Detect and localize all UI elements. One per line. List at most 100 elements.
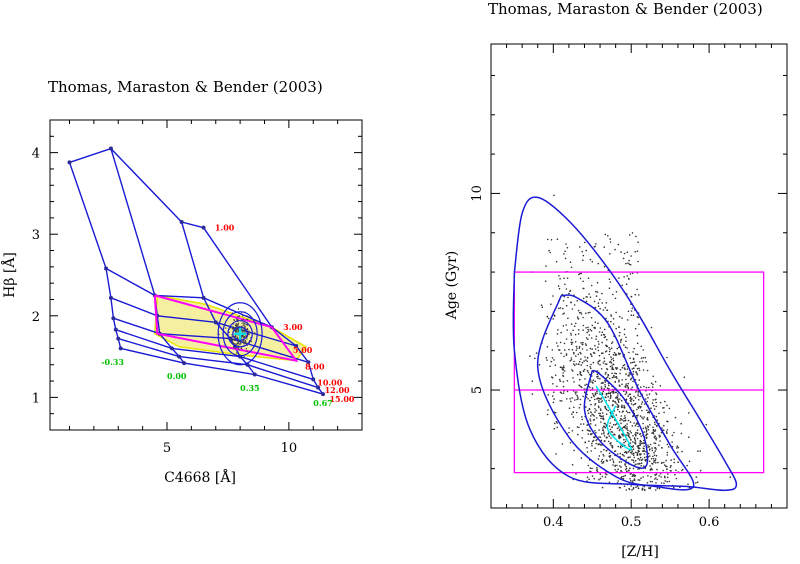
- mc-point: [595, 442, 597, 445]
- mc-point: [593, 300, 596, 303]
- mc-point: [594, 348, 597, 350]
- mc-point: [614, 397, 617, 399]
- mc-point: [651, 468, 653, 471]
- mc-point: [624, 468, 627, 471]
- mc-point: [576, 426, 579, 428]
- measurement-point: [231, 341, 234, 343]
- mc-point: [630, 485, 632, 487]
- mc-point: [576, 347, 578, 350]
- mc-point: [609, 396, 612, 398]
- mc-point: [608, 399, 610, 402]
- mc-point: [575, 355, 577, 357]
- mc-point: [652, 429, 655, 432]
- mc-point: [664, 480, 666, 482]
- mc-point: [577, 333, 580, 335]
- measurement-point: [248, 330, 250, 332]
- mc-point: [569, 289, 572, 292]
- mc-point: [611, 416, 614, 419]
- mc-point: [565, 324, 567, 326]
- mc-point: [577, 353, 580, 356]
- mc-point: [658, 487, 661, 490]
- mc-point: [624, 424, 627, 427]
- mc-point: [591, 475, 594, 477]
- mc-point: [633, 367, 635, 370]
- mc-point: [630, 314, 633, 317]
- measurement-point: [234, 336, 237, 338]
- mc-point: [587, 277, 590, 280]
- mc-point: [546, 359, 548, 361]
- mc-point: [570, 334, 572, 336]
- mc-point: [585, 344, 588, 347]
- mc-point: [575, 473, 577, 475]
- mc-point: [562, 300, 565, 302]
- age-label: 8.00: [305, 361, 325, 371]
- mc-point: [580, 358, 582, 360]
- measurement-point: [237, 340, 240, 343]
- mc-point: [623, 455, 625, 457]
- mc-point: [589, 386, 591, 389]
- mc-point: [591, 432, 593, 435]
- mc-point: [666, 432, 668, 435]
- mc-point: [631, 232, 634, 234]
- mc-point: [627, 262, 629, 265]
- mc-point: [655, 482, 657, 484]
- mc-point: [664, 400, 666, 403]
- mc-point: [666, 476, 669, 479]
- mc-point: [585, 337, 588, 339]
- age-label: 15.00: [329, 394, 354, 404]
- mc-point: [609, 459, 611, 461]
- mc-point: [650, 326, 653, 329]
- mc-point: [568, 427, 570, 429]
- mc-point: [596, 291, 599, 293]
- mc-point: [586, 349, 588, 351]
- mc-point: [587, 409, 589, 412]
- mc-point: [636, 437, 639, 440]
- mc-point: [614, 468, 616, 471]
- mc-point: [666, 404, 668, 407]
- mc-point: [653, 404, 655, 407]
- measurement-point: [237, 308, 240, 310]
- mc-point: [591, 348, 593, 350]
- mc-point: [620, 469, 622, 472]
- mc-point: [617, 408, 619, 411]
- mc-point: [680, 422, 682, 425]
- mc-point: [605, 408, 608, 411]
- mc-point: [645, 436, 648, 439]
- mc-point: [573, 351, 575, 354]
- mc-point: [653, 454, 656, 457]
- mc-point: [601, 392, 604, 394]
- mc-point: [632, 409, 635, 412]
- mc-point: [565, 398, 568, 400]
- mc-point: [612, 423, 615, 426]
- measurement-point: [238, 342, 240, 344]
- mc-point: [619, 315, 621, 318]
- mc-point: [610, 347, 613, 350]
- mc-point: [567, 296, 569, 299]
- mc-point: [642, 349, 645, 351]
- metallicity-label: -0.33: [101, 357, 124, 367]
- mc-point: [688, 412, 690, 414]
- mc-point: [615, 372, 618, 375]
- mc-point: [639, 443, 641, 446]
- mc-point: [616, 377, 618, 380]
- measurement-point: [244, 326, 246, 328]
- mc-point: [655, 437, 658, 439]
- mc-point: [601, 444, 603, 446]
- mc-point: [608, 452, 611, 455]
- mc-point: [660, 431, 663, 434]
- mc-point: [621, 419, 623, 421]
- mc-point: [655, 489, 657, 491]
- mc-point: [605, 424, 607, 426]
- measurement-point: [239, 342, 242, 344]
- measurement-point: [241, 322, 243, 324]
- mc-point: [562, 392, 565, 394]
- age-label: 5.00: [293, 345, 313, 355]
- mc-point: [594, 344, 596, 347]
- mc-point: [585, 359, 587, 361]
- mc-point: [629, 456, 631, 458]
- right-y-axis-label: Age (Gyr): [444, 251, 460, 321]
- mc-point: [595, 338, 597, 340]
- mc-point: [656, 478, 658, 481]
- mc-point: [560, 331, 562, 334]
- mc-point: [649, 469, 652, 472]
